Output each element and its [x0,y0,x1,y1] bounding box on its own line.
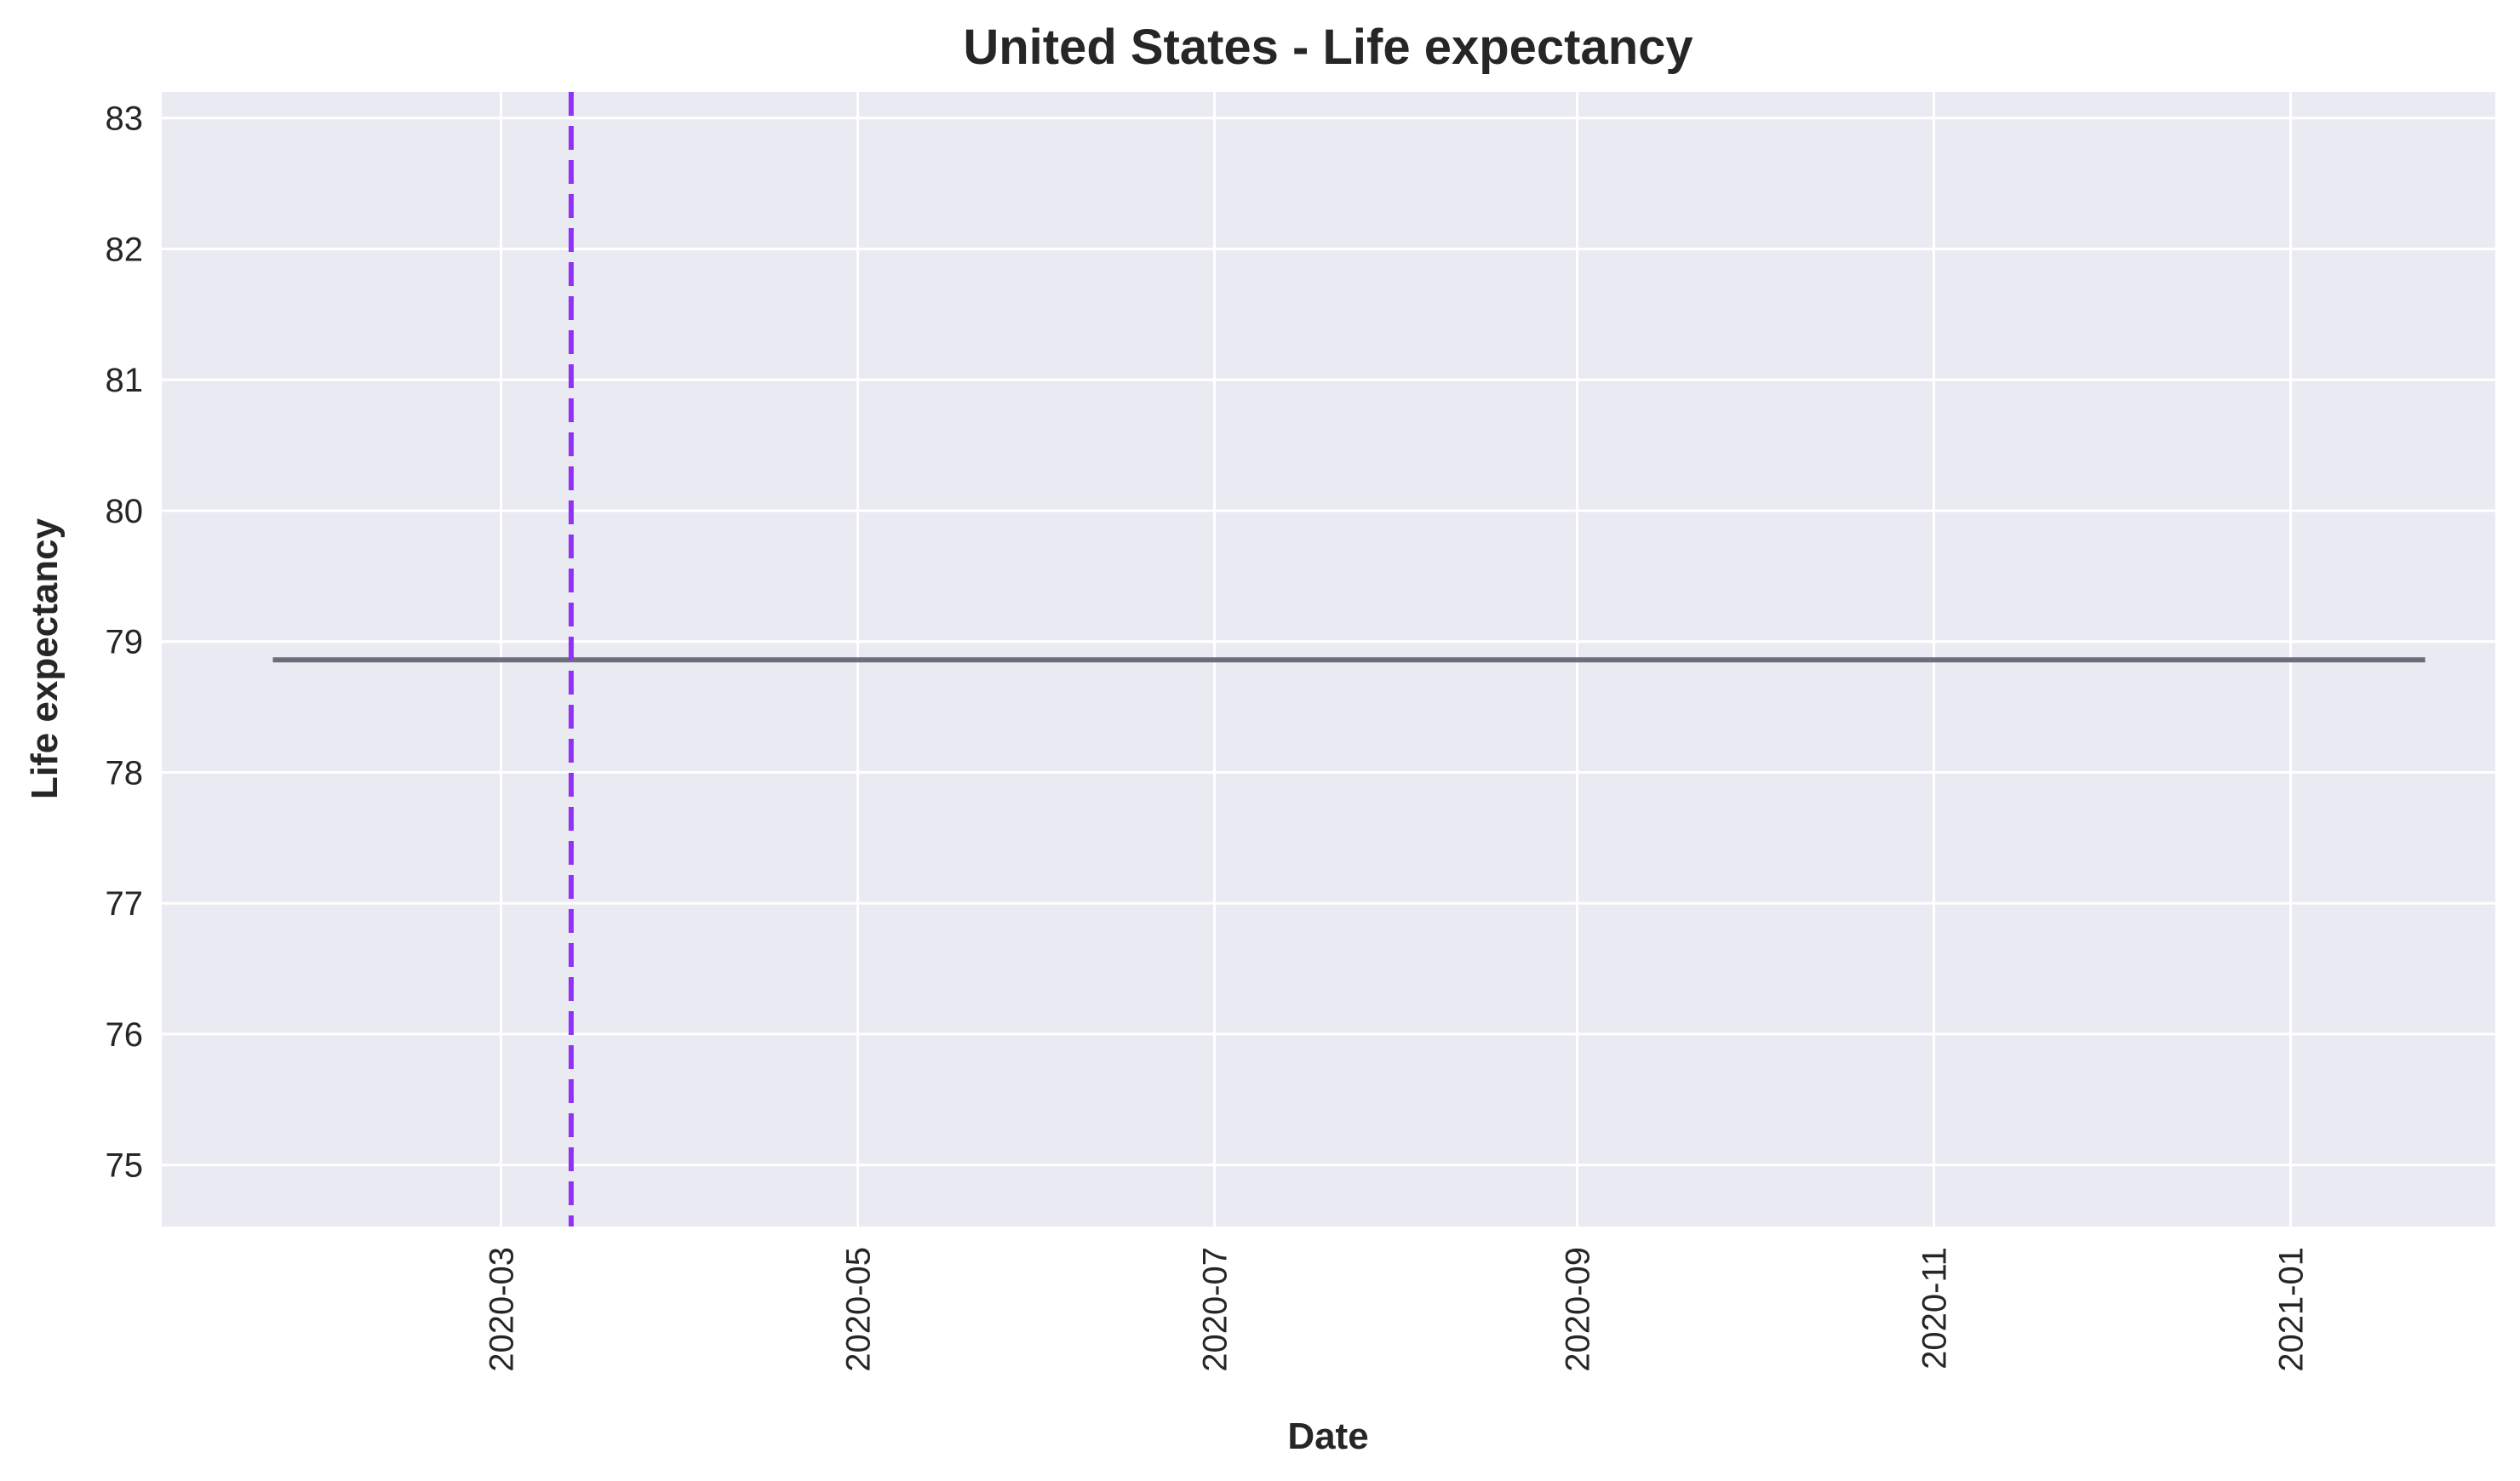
y-axis-label: Life expectancy [24,517,66,799]
x-tick-label: 2020-07 [1197,1247,1234,1372]
x-tick-label: 2020-09 [1559,1247,1596,1372]
x-tick-label: 2020-05 [839,1247,877,1372]
x-axis-label: Date [1287,1415,1368,1457]
x-tick-labels: 2020-03 2020-05 2020-07 2020-09 2020-11 2021-… [483,1247,2310,1372]
y-tick-label: 77 [106,885,144,923]
y-gridlines [162,117,2495,1167]
y-tick-label: 78 [106,754,144,792]
y-tick-label: 79 [106,624,144,661]
x-tick-label: 2021-01 [2273,1247,2311,1372]
x-tick-label: 2020-11 [1916,1247,1954,1369]
y-tick-label: 82 [106,231,144,268]
y-tick-labels: 75 76 77 78 79 80 81 82 83 [106,100,144,1185]
x-tick-label: 2020-03 [483,1247,520,1372]
chart-title: United States - Life expectancy [963,20,1692,75]
y-tick-label: 80 [106,493,144,530]
y-tick-label: 76 [106,1016,144,1054]
y-tick-label: 81 [106,362,144,399]
y-tick-label: 75 [106,1147,144,1185]
y-tick-label: 83 [106,100,144,138]
